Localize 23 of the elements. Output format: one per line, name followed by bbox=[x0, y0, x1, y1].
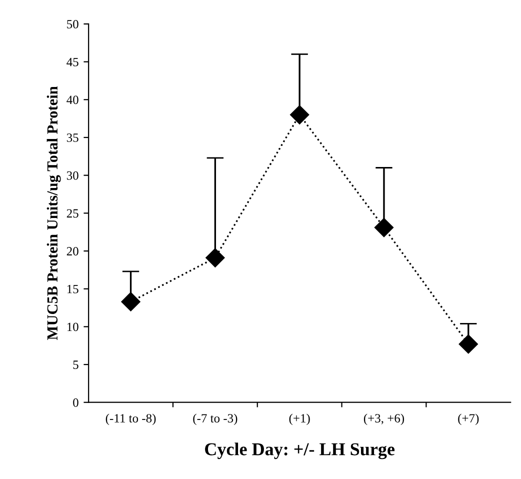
point bbox=[206, 248, 225, 268]
point bbox=[290, 105, 310, 124]
y-tick-label: 40 bbox=[66, 96, 78, 104]
y-tick-label: 10 bbox=[67, 322, 78, 332]
point bbox=[121, 292, 140, 312]
y-axis-title: MUC5B Protein Units/ug Total Protein bbox=[46, 86, 61, 340]
x-tick-label: (-7 to -3) bbox=[193, 414, 238, 426]
y-tick-label: 25 bbox=[66, 209, 78, 218]
y-tick-label: 30 bbox=[66, 171, 78, 180]
y-tick-label: 50 bbox=[67, 20, 78, 28]
y-tick-label: 5 bbox=[73, 360, 78, 369]
y-tick-label: 45 bbox=[66, 58, 78, 66]
point bbox=[374, 218, 394, 238]
x-tick-label: (+7) bbox=[458, 414, 479, 426]
y-tick-label: 0 bbox=[73, 398, 78, 407]
x-tick-label: (-11 to -8) bbox=[106, 414, 156, 426]
x-tick-label: (+1) bbox=[289, 414, 310, 426]
x-tick-label: (+3, +6) bbox=[364, 414, 404, 426]
y-tick-label: 20 bbox=[66, 247, 78, 256]
point bbox=[458, 334, 478, 354]
y-tick-label: 15 bbox=[67, 284, 78, 294]
x-axis-title: Cycle Day: +/- LH Surge bbox=[205, 442, 395, 460]
y-tick-label: 35 bbox=[66, 134, 78, 142]
